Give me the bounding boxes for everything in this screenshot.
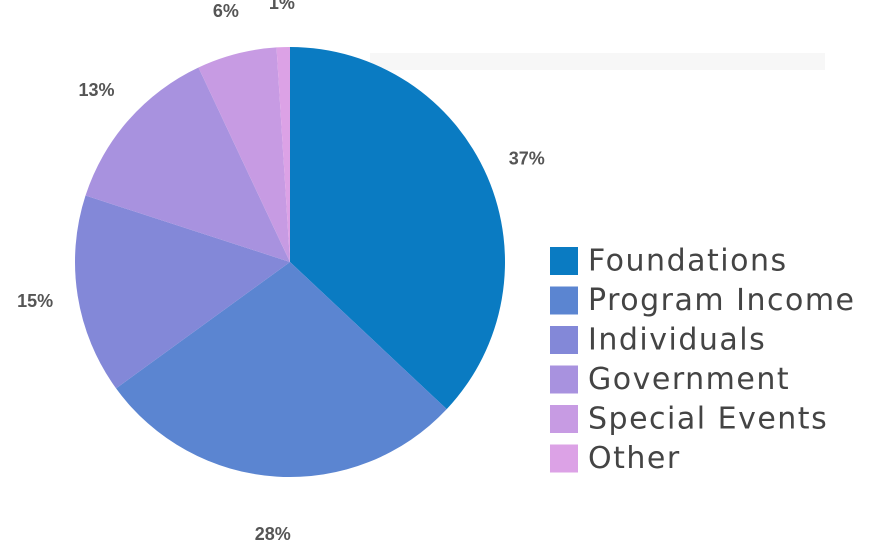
legend-label: Foundations [588,244,788,279]
pie-slice [116,262,447,477]
pie-slice [85,67,290,262]
legend-swatch [550,365,578,394]
legend-swatch [550,405,578,433]
pie-slice [75,195,290,389]
legend-swatch [550,444,578,473]
pie-slice [290,47,505,410]
legend-label: Other [588,441,681,476]
data-label: 1% [269,0,295,13]
pie-slice [276,47,290,262]
legend-label: Special Events [588,402,828,437]
data-label: 37% [509,148,545,168]
legend-swatch [550,247,578,275]
data-label: 15% [17,291,53,311]
decor-bar [370,53,825,70]
legend-swatch [550,286,578,315]
data-label: 13% [78,80,114,100]
legend-label: Program Income [588,283,856,318]
legend-label: Government [588,362,790,397]
legend-label: Individuals [588,323,766,358]
legend-swatch [550,326,578,354]
data-label: 6% [213,1,239,21]
pie-slice [198,47,290,262]
data-label: 28% [255,524,291,544]
